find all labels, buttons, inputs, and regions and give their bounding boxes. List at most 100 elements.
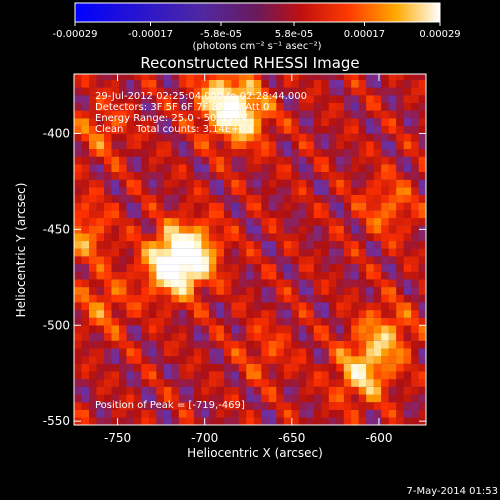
heatmap-cell <box>231 218 240 226</box>
heatmap-cell <box>276 156 284 165</box>
heatmap-cell <box>81 340 90 349</box>
heatmap-cell <box>193 356 202 364</box>
heatmap-cell <box>231 271 240 280</box>
heatmap-cell <box>163 394 172 403</box>
heatmap-cell <box>313 179 322 188</box>
heatmap-cell <box>231 264 240 272</box>
heatmap-cell <box>343 248 352 257</box>
heatmap-cell <box>186 348 195 357</box>
heatmap-cells <box>74 74 426 425</box>
heatmap-cell <box>411 179 419 188</box>
heatmap-cell <box>111 302 120 311</box>
heatmap-cell <box>111 256 120 265</box>
heatmap-cell <box>119 87 127 96</box>
heatmap-cell <box>268 356 277 364</box>
heatmap-cell <box>223 210 232 219</box>
heatmap-cell <box>133 164 142 172</box>
heatmap-cell <box>81 356 90 364</box>
heatmap-cell <box>163 241 172 249</box>
heatmap-cell <box>231 386 240 395</box>
heatmap-cell <box>381 133 389 142</box>
heatmap-cell <box>81 417 90 425</box>
heatmap-cell <box>163 402 172 410</box>
heatmap-cell <box>208 317 217 326</box>
heatmap-cell <box>253 133 262 142</box>
heatmap-cell <box>89 363 97 372</box>
heatmap-cell <box>261 348 269 357</box>
heatmap-cell <box>246 87 254 96</box>
heatmap-cell <box>321 156 329 165</box>
heatmap-cell <box>291 172 299 180</box>
heatmap-cell <box>171 333 180 341</box>
heatmap-cell <box>253 118 262 126</box>
heatmap-cell <box>81 233 90 242</box>
heatmap-cell <box>373 156 382 165</box>
heatmap-cell <box>186 187 195 195</box>
heatmap-cell <box>156 256 165 265</box>
heatmap-cell <box>186 95 195 103</box>
heatmap-cell <box>306 164 314 172</box>
heatmap-cell <box>283 164 292 172</box>
heatmap-cell <box>126 156 135 165</box>
heatmap-cell <box>156 363 165 372</box>
heatmap-cell <box>366 225 374 234</box>
heatmap-cell <box>133 287 142 295</box>
heatmap-cell <box>298 294 307 303</box>
heatmap-cell <box>246 172 254 180</box>
heatmap-cell <box>268 264 277 272</box>
heatmap-cell <box>223 402 232 410</box>
heatmap-cell <box>336 164 344 172</box>
heatmap-cell <box>238 348 247 357</box>
heatmap-cell <box>246 118 254 126</box>
heatmap-cell <box>276 379 284 387</box>
heatmap-cell <box>216 179 225 188</box>
heatmap-cell <box>388 386 397 395</box>
heatmap-cell <box>208 264 217 272</box>
heatmap-cell <box>276 248 284 257</box>
heatmap-cell <box>328 156 337 165</box>
heatmap-cell <box>74 340 82 349</box>
heatmap-cell <box>193 264 202 272</box>
heatmap-cell <box>178 417 187 425</box>
heatmap-cell <box>119 371 127 380</box>
heatmap-cell <box>141 394 150 403</box>
heatmap-cell <box>336 241 344 249</box>
heatmap-cell <box>261 126 269 134</box>
heatmap-cell <box>253 417 262 425</box>
heatmap-cell <box>373 118 382 126</box>
heatmap-cell <box>104 248 112 257</box>
heatmap-cell <box>119 74 127 80</box>
heatmap-cell <box>163 386 172 395</box>
heatmap-cell <box>358 233 367 242</box>
heatmap-cell <box>111 317 120 326</box>
heatmap-cell <box>178 409 187 418</box>
heatmap-cell <box>283 141 292 149</box>
heatmap-cell <box>74 302 82 311</box>
heatmap-cell <box>283 317 292 326</box>
heatmap-cell <box>231 202 240 211</box>
axes: -750 -700 -650 -600-400-450-500-550 <box>43 74 426 445</box>
heatmap-cell <box>111 271 120 280</box>
heatmap-cell <box>411 195 419 203</box>
heatmap-cell <box>306 363 314 372</box>
heatmap-cell <box>403 102 412 111</box>
heatmap-cell <box>74 202 82 211</box>
heatmap-cell <box>74 294 82 303</box>
heatmap-cell <box>96 256 105 265</box>
heatmap-cell <box>418 371 426 380</box>
heatmap-cell <box>358 248 367 257</box>
heatmap-cell <box>96 394 105 403</box>
heatmap-cell <box>351 233 359 242</box>
heatmap-cell <box>201 386 210 395</box>
heatmap-cell <box>141 126 150 134</box>
heatmap-cell <box>156 87 165 96</box>
heatmap-cell <box>328 133 337 142</box>
heatmap-cell <box>223 149 232 157</box>
heatmap-cell <box>89 402 97 410</box>
heatmap-cell <box>358 340 367 349</box>
heatmap-cell <box>246 248 254 257</box>
heatmap-cell <box>89 340 97 349</box>
heatmap-cell <box>216 149 225 157</box>
heatmap-cell <box>343 287 352 295</box>
heatmap-cell <box>366 164 374 172</box>
